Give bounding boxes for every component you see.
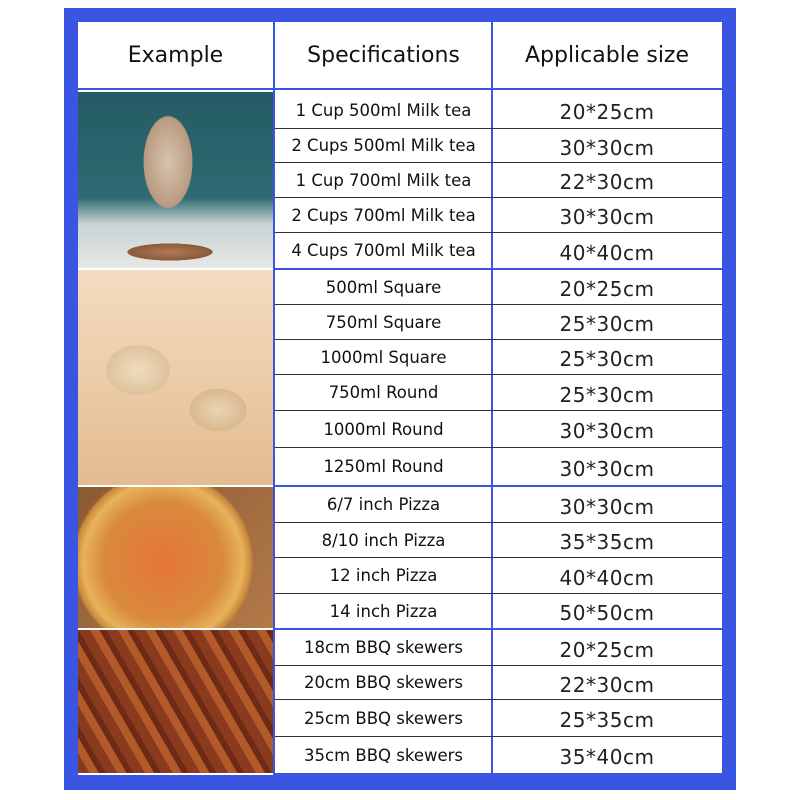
size-cell: 40*40cm	[559, 240, 655, 265]
spec-cell: 1 Cup 700ml Milk tea	[295, 170, 472, 190]
size-cell: 22*30cm	[559, 672, 655, 697]
table-row: 1250ml Round 30*30cm	[275, 448, 722, 487]
spec-cell: 20cm BBQ skewers	[304, 673, 463, 692]
spec-cell: 2 Cups 500ml Milk tea	[291, 136, 476, 155]
size-cell: 30*30cm	[559, 135, 655, 160]
table-row: 8/10 inch Pizza 35*35cm	[275, 523, 722, 558]
spec-cell: 1 Cup 500ml Milk tea	[295, 100, 472, 120]
spec-cell: 4 Cups 700ml Milk tea	[291, 241, 476, 260]
spec-cell: 750ml Square	[325, 312, 442, 332]
table-row: 1 Cup 500ml Milk tea 20*25cm	[275, 92, 722, 129]
header-applicable-size: Applicable size	[492, 22, 722, 90]
table-row: 1 Cup 700ml Milk tea 22*30cm	[275, 163, 722, 198]
spec-cell: 1250ml Round	[323, 457, 444, 476]
size-cell: 20*25cm	[559, 100, 655, 124]
column-divider	[273, 22, 275, 775]
bbq-skewers-photo	[78, 630, 273, 773]
header-specifications: Specifications	[275, 22, 492, 90]
spec-cell: 12 inch Pizza	[329, 566, 438, 585]
table-row: 12 inch Pizza 40*40cm	[275, 558, 722, 594]
spec-cell: 8/10 inch Pizza	[321, 530, 446, 550]
spec-cell: 25cm BBQ skewers	[304, 708, 463, 728]
table-row: 6/7 inch Pizza 30*30cm	[275, 487, 722, 523]
table-row: 2 Cups 500ml Milk tea 30*30cm	[275, 129, 722, 163]
size-cell: 30*30cm	[559, 205, 655, 229]
spec-cell: 6/7 inch Pizza	[326, 495, 441, 514]
table-row: 14 inch Pizza 50*50cm	[275, 594, 722, 630]
spec-cell: 2 Cups 700ml Milk tea	[291, 205, 476, 225]
size-cell: 20*25cm	[559, 637, 655, 662]
size-cell: 35*35cm	[559, 530, 655, 554]
spec-cell: 18cm BBQ skewers	[304, 638, 463, 657]
table-row: 18cm BBQ skewers 20*25cm	[275, 630, 722, 666]
table-row: 750ml Round 25*30cm	[275, 375, 722, 411]
size-cell: 30*30cm	[559, 456, 655, 481]
size-cell: 50*50cm	[559, 601, 655, 625]
table-row: 500ml Square 20*25cm	[275, 270, 722, 305]
table-row: 2 Cups 700ml Milk tea 30*30cm	[275, 198, 722, 233]
food-containers-photo	[78, 270, 273, 485]
header-example: Example	[78, 22, 273, 90]
size-cell: 25*30cm	[559, 312, 655, 336]
spec-cell: 35cm BBQ skewers	[304, 745, 463, 765]
column-divider	[491, 22, 493, 775]
size-cell: 25*30cm	[559, 347, 655, 371]
spec-cell: 14 inch Pizza	[329, 601, 438, 621]
pizza-photo	[78, 487, 273, 628]
size-cell: 25*30cm	[559, 382, 655, 407]
spec-table: Example Specifications Applicable size 1…	[78, 22, 722, 775]
table-row: 1000ml Round 30*30cm	[275, 411, 722, 448]
table-row: 750ml Square 25*30cm	[275, 305, 722, 340]
spec-cell: 500ml Square	[325, 277, 442, 297]
milk-tea-cup-photo	[78, 92, 273, 268]
spec-cell: 1000ml Round	[323, 419, 444, 439]
size-cell: 22*30cm	[559, 170, 655, 194]
table-row: 4 Cups 700ml Milk tea 40*40cm	[275, 233, 722, 270]
spec-cell: 1000ml Square	[320, 347, 447, 367]
table-row: 25cm BBQ skewers 25*35cm	[275, 700, 722, 737]
table-row: 1000ml Square 25*30cm	[275, 340, 722, 375]
size-cell: 25*35cm	[559, 708, 655, 732]
table-row: 35cm BBQ skewers 35*40cm	[275, 737, 722, 775]
size-cell: 30*30cm	[559, 494, 655, 519]
spec-cell: 750ml Round	[328, 383, 439, 402]
size-cell: 40*40cm	[559, 565, 655, 590]
table-row: 20cm BBQ skewers 22*30cm	[275, 666, 722, 700]
size-cell: 30*30cm	[559, 419, 655, 443]
size-cell: 35*40cm	[559, 745, 655, 769]
size-cell: 20*25cm	[559, 277, 655, 301]
